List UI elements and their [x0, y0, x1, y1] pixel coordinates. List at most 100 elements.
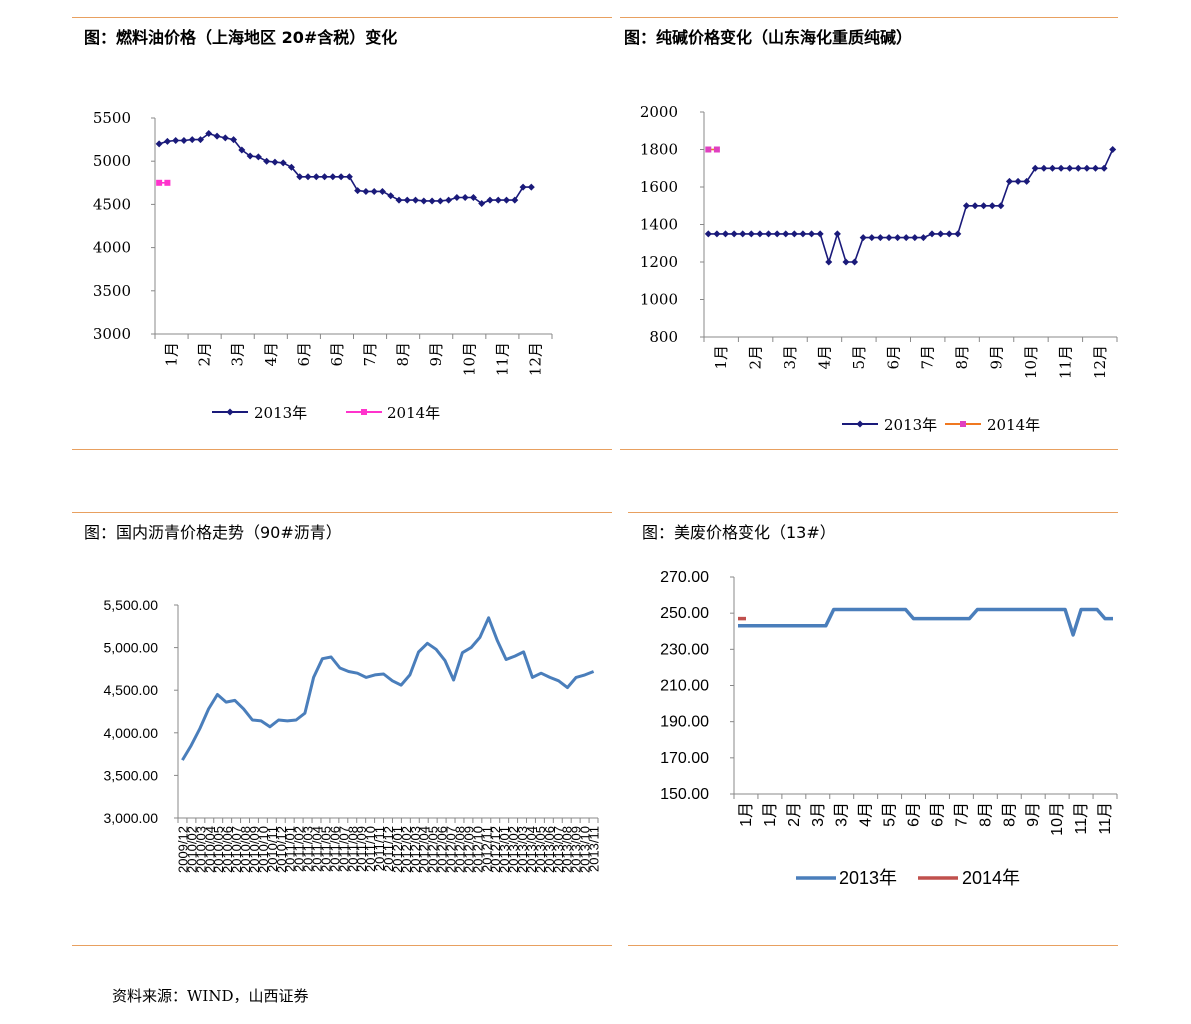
x-tick-label: 11月	[493, 342, 511, 376]
data-point-marker	[704, 230, 712, 238]
data-point-marker	[1005, 177, 1013, 185]
legend-label: 2014年	[987, 416, 1040, 434]
x-tick-label: 2013/02	[506, 826, 521, 873]
data-point-marker	[403, 196, 411, 204]
x-tick-label: 12月	[526, 342, 544, 376]
data-point-marker	[945, 230, 953, 238]
data-point-marker	[782, 230, 790, 238]
data-point-marker	[825, 258, 833, 266]
y-tick-label: 5500	[93, 109, 131, 127]
data-point-marker	[1023, 177, 1031, 185]
data-point-marker	[756, 230, 764, 238]
data-point-marker	[354, 187, 362, 195]
x-tick-label: 9月	[1025, 802, 1042, 827]
x-tick-label: 12月	[1091, 345, 1109, 379]
data-point-marker	[1014, 177, 1022, 185]
legend-label: 2014年	[962, 868, 1020, 888]
x-tick-label: 2013/10	[578, 826, 593, 873]
mid2-rule-left	[72, 512, 612, 513]
data-point-marker	[461, 193, 469, 201]
data-point-marker	[988, 202, 996, 210]
y-tick-label: 4000	[93, 239, 131, 257]
x-tick-label: 10月	[460, 342, 478, 376]
data-point-marker	[833, 230, 841, 238]
data-point-marker	[453, 193, 461, 201]
x-tick-label: 2013/01	[497, 826, 512, 873]
data-point-marker	[1048, 164, 1056, 172]
x-tick-label: 2012/02	[399, 826, 414, 873]
y-tick-label: 250.00	[660, 605, 709, 622]
data-point-marker	[287, 163, 295, 171]
x-tick-label: 9月	[427, 342, 445, 367]
x-tick-label: 2012/03	[408, 826, 423, 873]
mid-rule-right	[620, 449, 1118, 450]
x-tick-label: 2012/01	[390, 826, 405, 873]
top-rule-left	[72, 17, 612, 18]
x-tick-label: 2月	[747, 345, 765, 370]
x-tick-label: 5月	[850, 345, 868, 370]
y-tick-label: 190.00	[660, 714, 709, 731]
data-point-marker	[238, 146, 246, 154]
x-tick-label: 7月	[953, 802, 970, 827]
data-point-marker	[1031, 164, 1039, 172]
mid-rule-left	[72, 449, 612, 450]
x-tick-label: 2012/05	[426, 826, 441, 873]
data-point-marker	[213, 132, 221, 140]
data-point-marker	[937, 230, 945, 238]
data-point-marker	[911, 234, 919, 242]
x-tick-label: 2011/12	[381, 826, 396, 872]
y-tick-label: 1600	[640, 178, 678, 196]
x-tick-label: 3月	[781, 345, 799, 370]
data-point-marker	[395, 196, 403, 204]
data-point-marker	[469, 193, 477, 201]
y-tick-label: 3,000.00	[104, 810, 159, 826]
data-point-marker	[155, 140, 163, 148]
data-point-marker	[919, 234, 927, 242]
data-point-marker	[868, 234, 876, 242]
x-tick-label: 2010/07	[229, 826, 244, 873]
data-point-marker	[876, 234, 884, 242]
y-tick-label: 3,500.00	[104, 767, 159, 783]
legend-label: 2013年	[254, 404, 307, 422]
x-tick-label: 2011/06	[327, 826, 342, 872]
data-point-marker	[345, 173, 353, 181]
chart-title-fuel-oil: 图：燃料油价格（上海地区 20#含税）变化	[84, 28, 398, 47]
x-tick-label: 3月	[229, 342, 247, 367]
y-tick-label: 800	[649, 328, 678, 346]
data-point-marker	[971, 202, 979, 210]
x-tick-label: 6月	[906, 802, 923, 827]
x-tick-label: 2012/07	[444, 826, 459, 873]
x-tick-label: 1月	[163, 342, 181, 367]
data-point-marker	[279, 159, 287, 167]
data-point-marker	[172, 136, 180, 144]
data-point-marker	[511, 196, 519, 204]
data-point-marker	[1057, 164, 1065, 172]
data-point-marker	[221, 134, 229, 142]
data-point-marker	[163, 137, 171, 145]
x-tick-label: 2013/06	[542, 826, 557, 873]
x-tick-label: 11月	[1097, 802, 1114, 835]
x-tick-label: 2013/07	[551, 826, 566, 873]
data-point-marker	[902, 234, 910, 242]
x-tick-label: 8月	[1001, 802, 1018, 827]
x-tick-label: 11月	[1056, 345, 1074, 379]
x-tick-label: 10月	[1049, 802, 1066, 836]
x-tick-label: 2010/10	[256, 826, 271, 873]
x-tick-label: 2012/09	[461, 826, 476, 873]
data-point-marker	[378, 187, 386, 195]
legend-swatch-marker	[960, 421, 966, 427]
y-tick-label: 1200	[640, 253, 678, 271]
data-point-marker	[412, 196, 420, 204]
data-point-marker	[370, 187, 378, 195]
data-point-marker	[765, 230, 773, 238]
x-tick-label: 10月	[1022, 345, 1040, 379]
data-point-marker	[808, 230, 816, 238]
x-tick-label: 9月	[988, 345, 1006, 370]
x-tick-label: 5月	[882, 802, 899, 827]
data-point-marker	[503, 196, 511, 204]
data-point-marker	[851, 258, 859, 266]
x-tick-label: 2010/12	[274, 826, 289, 873]
data-point-marker	[362, 187, 370, 195]
x-tick-label: 2011/02	[292, 826, 307, 872]
